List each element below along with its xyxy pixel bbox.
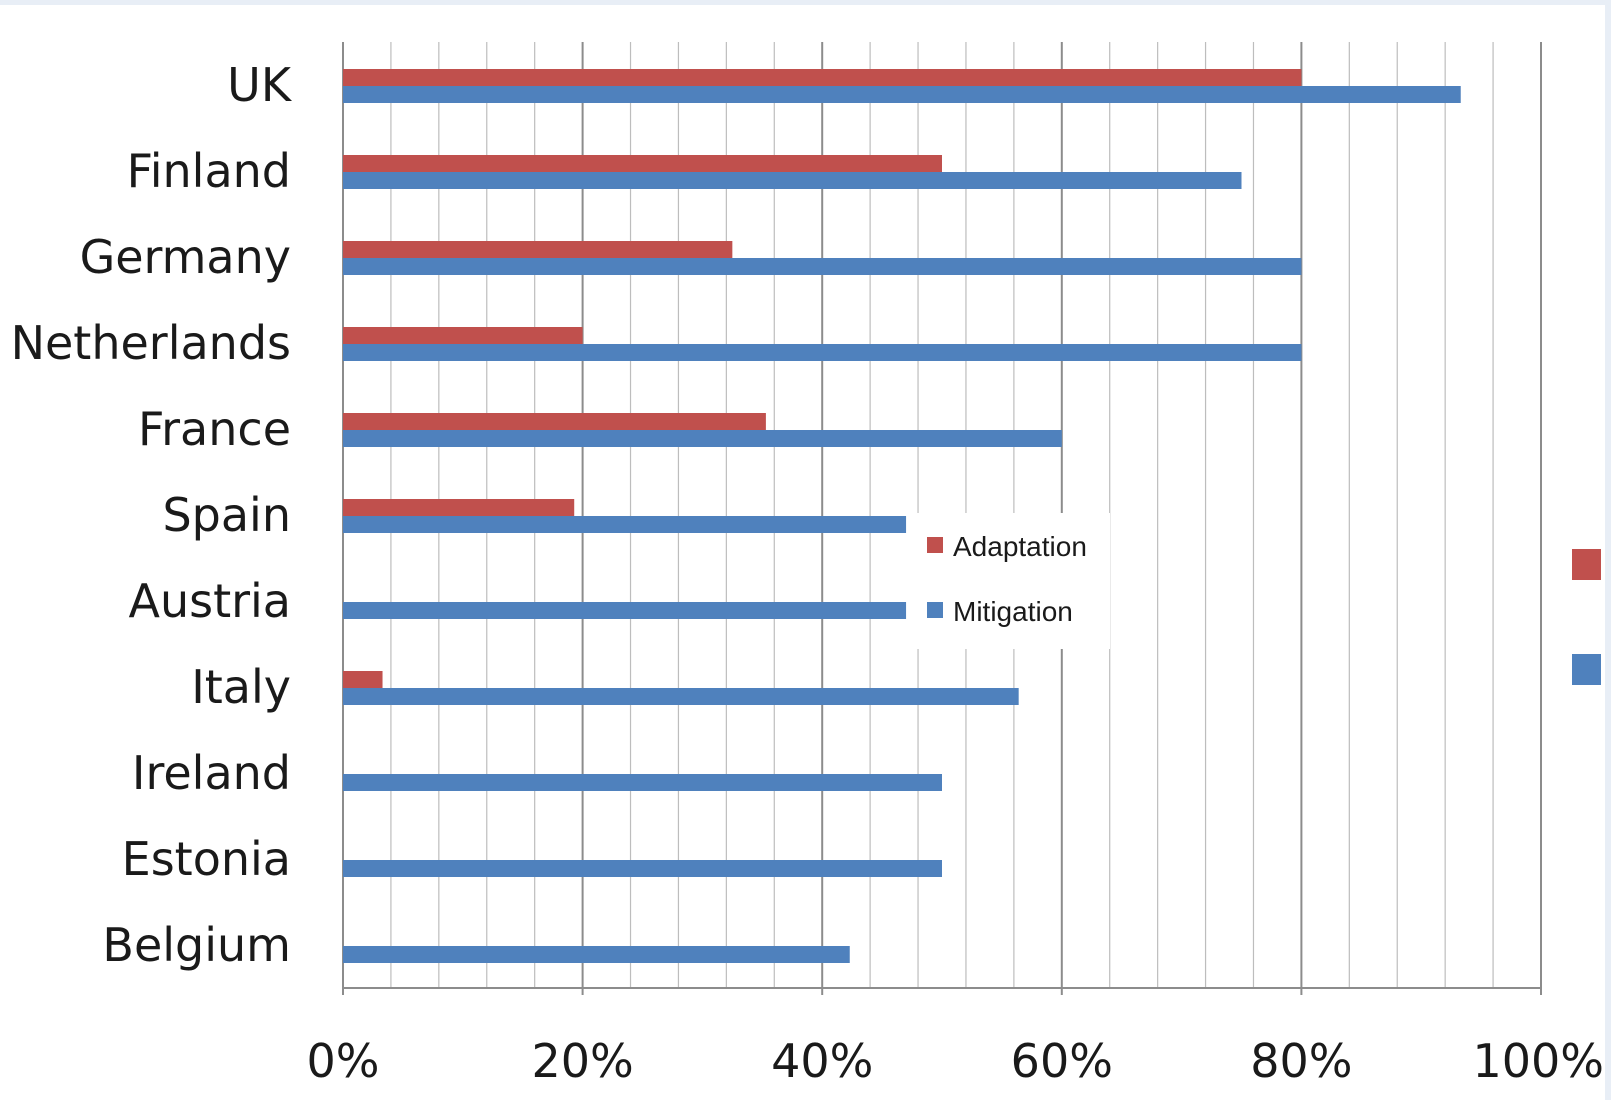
bar-adaptation xyxy=(343,241,733,258)
bar-mitigation xyxy=(343,774,942,791)
category-label: Netherlands xyxy=(11,316,291,370)
legend-label-adaptation: Adaptation xyxy=(953,531,1087,562)
category-label: Austria xyxy=(128,574,291,628)
category-labels: UK Finland Germany Netherlands France Spain Au… xyxy=(11,58,293,972)
category-label: Finland xyxy=(127,144,291,198)
cropped-legend-swatches xyxy=(1572,549,1601,685)
bars xyxy=(343,69,1461,963)
x-tick-labels: 0% 20% 40% 60% 80% 100% xyxy=(307,1034,1604,1088)
x-tick-label: 40% xyxy=(771,1034,873,1088)
bar-mitigation xyxy=(343,172,1242,189)
cropped-swatch-adaptation xyxy=(1572,549,1601,580)
legend-box xyxy=(910,513,1110,649)
bar-mitigation xyxy=(343,946,850,963)
cropped-swatch-mitigation xyxy=(1572,654,1601,685)
bar-adaptation xyxy=(343,69,1302,86)
category-label: France xyxy=(138,402,291,456)
x-tick-label: 0% xyxy=(307,1034,380,1088)
category-label: Germany xyxy=(80,230,291,284)
category-label: Spain xyxy=(162,488,291,542)
legend-swatch-adaptation xyxy=(927,537,943,553)
category-label: UK xyxy=(227,58,293,112)
bar-mitigation xyxy=(343,86,1461,103)
x-tick-label: 100% xyxy=(1472,1034,1604,1088)
category-label: Italy xyxy=(191,660,291,714)
bar-mitigation xyxy=(343,860,942,877)
bar-mitigation xyxy=(343,258,1302,275)
bar-mitigation xyxy=(343,602,907,619)
bar-adaptation xyxy=(343,671,383,688)
category-label: Ireland xyxy=(132,746,291,800)
bar-mitigation xyxy=(343,688,1019,705)
bar-mitigation xyxy=(343,516,907,533)
bar-mitigation xyxy=(343,344,1302,361)
legend: Adaptation Mitigation xyxy=(910,513,1110,649)
bar-adaptation xyxy=(343,499,575,516)
x-tick-label: 80% xyxy=(1250,1034,1352,1088)
bar-mitigation xyxy=(343,430,1062,447)
x-tick-label: 60% xyxy=(1011,1034,1113,1088)
bar-adaptation xyxy=(343,327,583,344)
bar-adaptation xyxy=(343,155,942,172)
x-tick-label: 20% xyxy=(531,1034,633,1088)
legend-swatch-mitigation xyxy=(927,602,943,618)
category-label: Belgium xyxy=(102,918,291,972)
bar-adaptation xyxy=(343,413,766,430)
category-label: Estonia xyxy=(122,832,291,886)
legend-label-mitigation: Mitigation xyxy=(953,596,1073,627)
